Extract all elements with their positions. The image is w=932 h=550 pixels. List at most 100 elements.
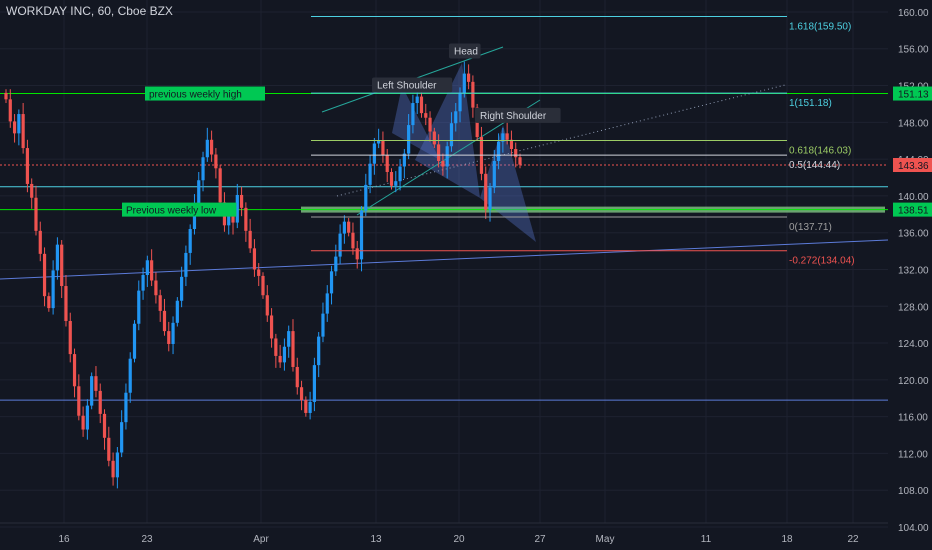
- candle-body: [8, 99, 12, 122]
- fib-label: 0.5(144.44): [789, 160, 840, 171]
- level-tag-label: Previous weekly low: [126, 206, 217, 217]
- candle-body: [98, 390, 102, 414]
- x-tick-label: 13: [370, 534, 382, 545]
- candle-body: [312, 365, 316, 402]
- candle-body: [102, 413, 107, 438]
- candle-body: [158, 295, 162, 311]
- y-tick-label: 136.00: [898, 229, 929, 240]
- candle-body: [210, 139, 214, 155]
- candle-body: [248, 230, 252, 249]
- candle-body: [458, 92, 462, 112]
- candle-body: [389, 171, 394, 186]
- chart-title: WORKDAY INC, 60, Cboe BZX: [6, 4, 173, 18]
- candle-body: [171, 322, 175, 344]
- candle-body: [72, 354, 77, 387]
- candle-body: [407, 125, 411, 154]
- candle-body: [437, 144, 441, 161]
- candle-body: [368, 163, 372, 185]
- candle-body: [120, 422, 124, 453]
- candle-body: [351, 232, 355, 249]
- candle-body: [355, 248, 359, 260]
- candle-body: [34, 197, 38, 231]
- candle-body: [162, 310, 167, 332]
- candle-body: [299, 387, 304, 401]
- candle-body: [4, 92, 8, 100]
- candle-body: [317, 336, 321, 366]
- x-tick-label: May: [596, 534, 615, 545]
- fib-label: 1(151.18): [789, 98, 832, 109]
- candle-body: [295, 366, 299, 388]
- y-tick-label: 116.00: [898, 413, 928, 424]
- y-tick-label: 132.00: [898, 265, 929, 276]
- candle-body: [364, 184, 368, 211]
- pattern-wedge: [415, 63, 480, 198]
- x-tick-label: 23: [141, 534, 153, 545]
- candle-body: [265, 295, 269, 316]
- candle-body: [347, 221, 351, 233]
- pattern-tag: [372, 77, 453, 93]
- candle-body: [201, 157, 205, 181]
- pattern-tag-label: Left Shoulder: [377, 81, 437, 92]
- x-tick-label: 11: [701, 534, 712, 545]
- candle-body: [291, 331, 295, 367]
- level-tag: [145, 86, 265, 101]
- x-tick-label: 22: [847, 534, 859, 545]
- price-label-box: [893, 158, 932, 172]
- pattern-tag-label: Head: [454, 47, 478, 58]
- pattern-wedge: [392, 86, 440, 160]
- candle-body: [394, 181, 398, 186]
- candle-body: [411, 103, 415, 126]
- candle-body: [128, 358, 132, 393]
- y-tick-label: 120.00: [898, 376, 929, 387]
- candle-body: [188, 229, 192, 253]
- candle-body: [47, 296, 51, 309]
- candle-body: [231, 212, 235, 223]
- pattern-tag: [449, 43, 481, 59]
- x-axis[interactable]: 16 23 Apr 13 20 27 May 11 18 22: [0, 522, 888, 545]
- price-label: 138.51: [898, 206, 929, 217]
- candle-body: [428, 117, 432, 132]
- candle-body: [85, 405, 89, 430]
- candle-body: [377, 140, 381, 144]
- y-tick-label: 112.00: [898, 449, 928, 460]
- fib-levels: 1.618(159.50) 1(151.18) 0.618(146.03) 0.5(1…: [311, 16, 855, 267]
- candle-body: [484, 173, 488, 210]
- candle-body: [218, 168, 222, 203]
- y-axis[interactable]: 160.00156.00152.00148.00144.00140.00136.…: [893, 8, 932, 534]
- candle-body: [145, 260, 149, 275]
- candle-body: [454, 111, 458, 124]
- candle-body: [21, 114, 25, 149]
- candle-body: [197, 180, 201, 206]
- candle-body: [278, 355, 282, 363]
- candle-body: [501, 133, 505, 142]
- candle-body: [90, 376, 94, 406]
- candle-body: [115, 452, 119, 478]
- level-tag-label: previous weekly high: [149, 90, 242, 101]
- y-tick-label: 160.00: [898, 8, 929, 19]
- price-label: 151.13: [898, 90, 929, 101]
- candle-body: [304, 400, 308, 413]
- candle-body: [180, 276, 184, 301]
- candle-body: [287, 331, 291, 347]
- candle-body: [492, 160, 496, 188]
- candle-body: [154, 280, 158, 296]
- candle-body: [514, 148, 518, 158]
- fib-label: 0(137.71): [789, 222, 832, 233]
- y-tick-label: 140.00: [898, 192, 929, 203]
- x-tick-label: Apr: [253, 534, 269, 545]
- candle-body: [282, 346, 287, 363]
- candle-body: [214, 154, 218, 169]
- price-label-box: [893, 86, 932, 101]
- candle-body: [518, 157, 522, 165]
- candle-body: [441, 160, 445, 167]
- x-tick-label: 18: [781, 534, 793, 545]
- annotations: previous weekly high Previous weekly low L…: [122, 43, 561, 217]
- candle-body: [132, 323, 137, 359]
- candle-body: [141, 275, 145, 291]
- candle-body: [325, 293, 329, 314]
- level-tag: [122, 202, 237, 217]
- candle-body: [111, 460, 115, 478]
- candle-body: [192, 205, 197, 230]
